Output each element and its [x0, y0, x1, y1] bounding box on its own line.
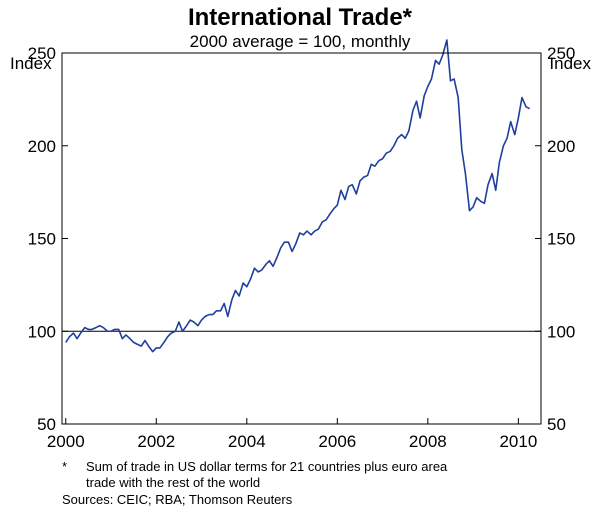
- y-axis-label-left: Index: [10, 54, 52, 73]
- y-tick-label-right-150: 150: [547, 230, 575, 249]
- y-tick-label-left-250: 250: [28, 44, 56, 63]
- axis-ticks: [62, 52, 541, 425]
- y-tick-labels: 50 50 100 100 150 150 200 200 250 250: [28, 44, 576, 434]
- y-tick-label-left-50: 50: [37, 415, 56, 434]
- chart-subtitle: 2000 average = 100, monthly: [190, 32, 411, 51]
- chart-title: International Trade*: [188, 4, 413, 31]
- x-tick-labels: 2000 2002 2004 2006 2008 2010: [47, 432, 537, 451]
- y-tick-label-right-250: 250: [547, 44, 575, 63]
- x-tick-label-2006: 2006: [318, 432, 356, 451]
- sources-note: Sources: CEIC; RBA; Thomson Reuters: [62, 492, 293, 507]
- x-tick-label-2002: 2002: [137, 432, 175, 451]
- y-tick-label-left-150: 150: [28, 230, 56, 249]
- x-tick-label-2004: 2004: [228, 432, 266, 451]
- footnote-line-1: Sum of trade in US dollar terms for 21 c…: [86, 459, 448, 474]
- x-tick-label-2008: 2008: [409, 432, 447, 451]
- y-tick-label-left-100: 100: [28, 322, 56, 341]
- y-tick-label-left-200: 200: [28, 137, 56, 156]
- x-tick-label-2000: 2000: [47, 432, 85, 451]
- y-tick-label-right-50: 50: [547, 415, 566, 434]
- y-axis-label-right: Index: [549, 54, 591, 73]
- y-tick-label-right-100: 100: [547, 322, 575, 341]
- series-line: [65, 39, 531, 353]
- y-tick-label-right-200: 200: [547, 137, 575, 156]
- footnote-line-2: trade with the rest of the world: [86, 475, 260, 490]
- plot-frame: [61, 52, 542, 425]
- footnote-marker: *: [62, 459, 67, 474]
- x-tick-label-2010: 2010: [499, 432, 537, 451]
